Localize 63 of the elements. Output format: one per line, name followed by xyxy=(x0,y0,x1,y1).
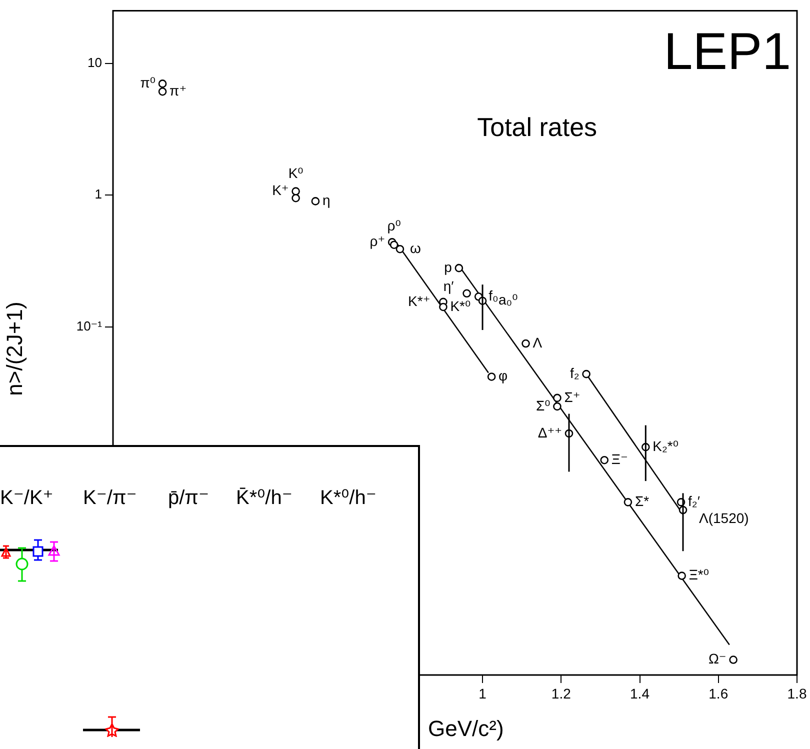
annotation: Ξ*⁰ xyxy=(688,566,710,583)
text: Total rates xyxy=(477,112,598,142)
point xyxy=(487,372,496,381)
annotation: Σ* xyxy=(634,493,650,510)
chart-subtitle: LEP1 xyxy=(664,23,791,82)
annotation: Λ xyxy=(532,334,543,350)
annotation: π⁺ xyxy=(170,82,187,98)
point xyxy=(390,240,398,250)
point xyxy=(678,572,686,580)
point xyxy=(439,302,448,312)
annotation: K̄*⁰/h⁻ xyxy=(236,486,292,510)
point xyxy=(553,394,562,402)
x-tick-label: 1.4 xyxy=(630,685,650,702)
point xyxy=(158,87,167,96)
annotation: Δ⁺⁺ xyxy=(538,424,562,440)
annotation: K*⁰ xyxy=(450,298,471,314)
point xyxy=(624,498,632,506)
annotation: f₂ xyxy=(570,364,580,381)
y-axis-title: n>/(2J+1) xyxy=(2,302,28,396)
annotation: K⁺ xyxy=(272,182,289,198)
point xyxy=(600,456,609,464)
annotation: φ xyxy=(498,368,508,384)
point xyxy=(311,197,320,206)
annotation: ρ⁺ xyxy=(370,233,386,250)
point xyxy=(729,656,738,664)
annotation: Σ⁰ xyxy=(536,397,551,414)
point xyxy=(454,264,464,272)
annotation: K*⁺ xyxy=(408,292,430,309)
point xyxy=(292,187,300,196)
annotation: K⁻/π⁻ xyxy=(83,486,137,510)
x-axis-title: GeV/c²) xyxy=(428,716,504,742)
annotation: f₀ xyxy=(488,288,498,304)
point xyxy=(158,80,167,88)
y-tick-label: 10 xyxy=(88,54,102,70)
annotation: f₂′ xyxy=(688,493,700,510)
annotation: ρ⁰ xyxy=(387,218,402,234)
annotation: p̄/π⁻ xyxy=(168,486,210,510)
annotation: Λ(1520) xyxy=(699,510,749,526)
annotation: η xyxy=(322,192,330,208)
point xyxy=(292,194,300,202)
text: K⁻/K⁺ xyxy=(0,486,54,510)
y-tick-label: 10⁻¹ xyxy=(76,318,103,334)
x-tick-label: 1.6 xyxy=(708,685,728,702)
point xyxy=(582,370,590,378)
point xyxy=(553,402,562,411)
annotation: ω xyxy=(410,240,421,256)
x-tick-label: 1.2 xyxy=(551,685,572,702)
annotation: Σ⁺ xyxy=(564,388,580,405)
point xyxy=(396,244,404,254)
x-tick-label: 1.8 xyxy=(787,685,807,702)
point xyxy=(522,339,530,348)
annotation: Ω⁻ xyxy=(708,650,726,667)
annotation: a₀⁰ xyxy=(498,292,518,308)
point xyxy=(462,289,471,298)
x-tick-label: 1 xyxy=(478,685,487,702)
annotation: K⁰ xyxy=(288,164,304,181)
annotation: K₂*⁰ xyxy=(652,438,679,454)
annotation: π⁰ xyxy=(140,74,156,91)
annotation: Ξ⁻ xyxy=(611,450,628,467)
annotation: K*⁰/h⁻ xyxy=(320,486,376,510)
y-tick-label: 1 xyxy=(94,186,102,202)
annotation: η′ xyxy=(443,278,454,294)
annotation: p xyxy=(444,258,452,275)
